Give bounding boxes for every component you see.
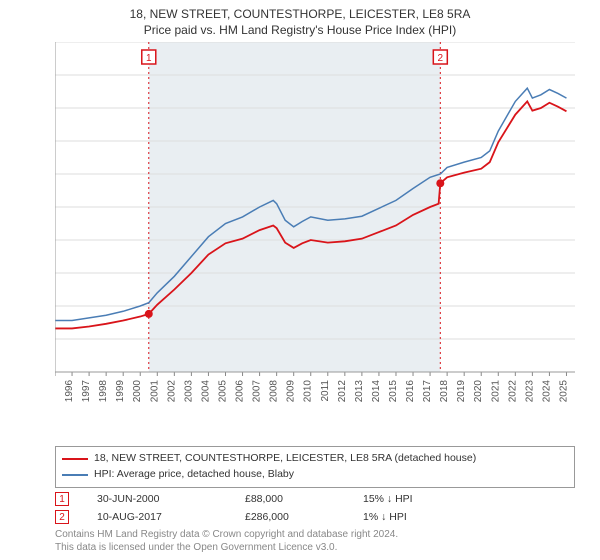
x-tick-label: 2013 [354, 380, 365, 403]
x-tick-label: 2016 [405, 380, 416, 403]
x-tick-label: 2023 [524, 380, 535, 403]
x-tick-label: 2009 [286, 380, 297, 403]
x-tick-label: 2008 [269, 380, 280, 403]
legend: 18, NEW STREET, COUNTESTHORPE, LEICESTER… [55, 446, 575, 488]
x-tick-label: 2025 [558, 380, 569, 403]
annotation-row: 1 30-JUN-2000 £88,000 15% ↓ HPI [55, 490, 575, 508]
footer-line2: This data is licensed under the Open Gov… [55, 542, 575, 555]
x-tick-label: 2024 [541, 380, 552, 403]
x-tick-label: 2004 [200, 380, 211, 403]
x-tick-label: 1998 [98, 380, 109, 403]
footer-attribution: Contains HM Land Registry data © Crown c… [55, 529, 575, 554]
annotation-pct: 15% ↓ HPI [363, 493, 463, 505]
marker-number: 1 [146, 53, 152, 64]
x-tick-label: 2017 [422, 380, 433, 403]
marker-dot [436, 179, 444, 187]
marker-number: 2 [438, 53, 444, 64]
annotation-marker: 2 [55, 510, 69, 524]
x-tick-label: 2019 [456, 380, 467, 403]
x-tick-label: 2015 [388, 380, 399, 403]
annotation-row: 2 10-AUG-2017 £286,000 1% ↓ HPI [55, 508, 575, 526]
x-tick-label: 1997 [81, 380, 92, 403]
legend-item: 18, NEW STREET, COUNTESTHORPE, LEICESTER… [62, 451, 568, 467]
footer-line1: Contains HM Land Registry data © Crown c… [55, 529, 575, 542]
x-tick-label: 2021 [490, 380, 501, 403]
x-tick-label: 2007 [252, 380, 263, 403]
x-tick-label: 2014 [371, 380, 382, 403]
annotations-table: 1 30-JUN-2000 £88,000 15% ↓ HPI 2 10-AUG-2017… [55, 490, 575, 526]
annotation-price: £88,000 [245, 493, 335, 505]
annotation-date: 10-AUG-2017 [97, 511, 217, 523]
x-tick-label: 2005 [217, 380, 228, 403]
x-tick-label: 2003 [183, 380, 194, 403]
legend-label: 18, NEW STREET, COUNTESTHORPE, LEICESTER… [94, 451, 476, 467]
chart-title: 18, NEW STREET, COUNTESTHORPE, LEICESTER… [0, 6, 600, 22]
chart-subtitle: Price paid vs. HM Land Registry's House … [0, 22, 600, 38]
x-tick-label: 2002 [166, 380, 177, 403]
annotation-pct: 1% ↓ HPI [363, 511, 463, 523]
chart-header: 18, NEW STREET, COUNTESTHORPE, LEICESTER… [0, 0, 600, 38]
annotation-price: £286,000 [245, 511, 335, 523]
chart-svg: £0£50K£100K£150K£200K£250K£300K£350K£400… [55, 42, 575, 412]
legend-swatch [62, 458, 88, 460]
annotation-marker: 1 [55, 492, 69, 506]
x-tick-label: 2001 [149, 380, 160, 403]
x-tick-label: 1996 [64, 380, 75, 403]
marker-dot [145, 310, 153, 318]
x-tick-label: 1995 [55, 380, 58, 403]
legend-item: HPI: Average price, detached house, Blab… [62, 467, 568, 483]
x-tick-label: 2022 [507, 380, 518, 403]
legend-label: HPI: Average price, detached house, Blab… [94, 467, 294, 483]
x-tick-label: 2011 [320, 380, 331, 402]
chart: £0£50K£100K£150K£200K£250K£300K£350K£400… [55, 42, 575, 412]
x-tick-label: 2020 [473, 380, 484, 403]
x-tick-label: 2010 [303, 380, 314, 403]
annotation-date: 30-JUN-2000 [97, 493, 217, 505]
x-tick-label: 2012 [337, 380, 348, 403]
x-tick-label: 1999 [115, 380, 126, 403]
legend-swatch [62, 474, 88, 476]
x-tick-label: 2006 [235, 380, 246, 403]
x-tick-label: 2000 [132, 380, 143, 403]
x-tick-label: 2018 [439, 380, 450, 403]
